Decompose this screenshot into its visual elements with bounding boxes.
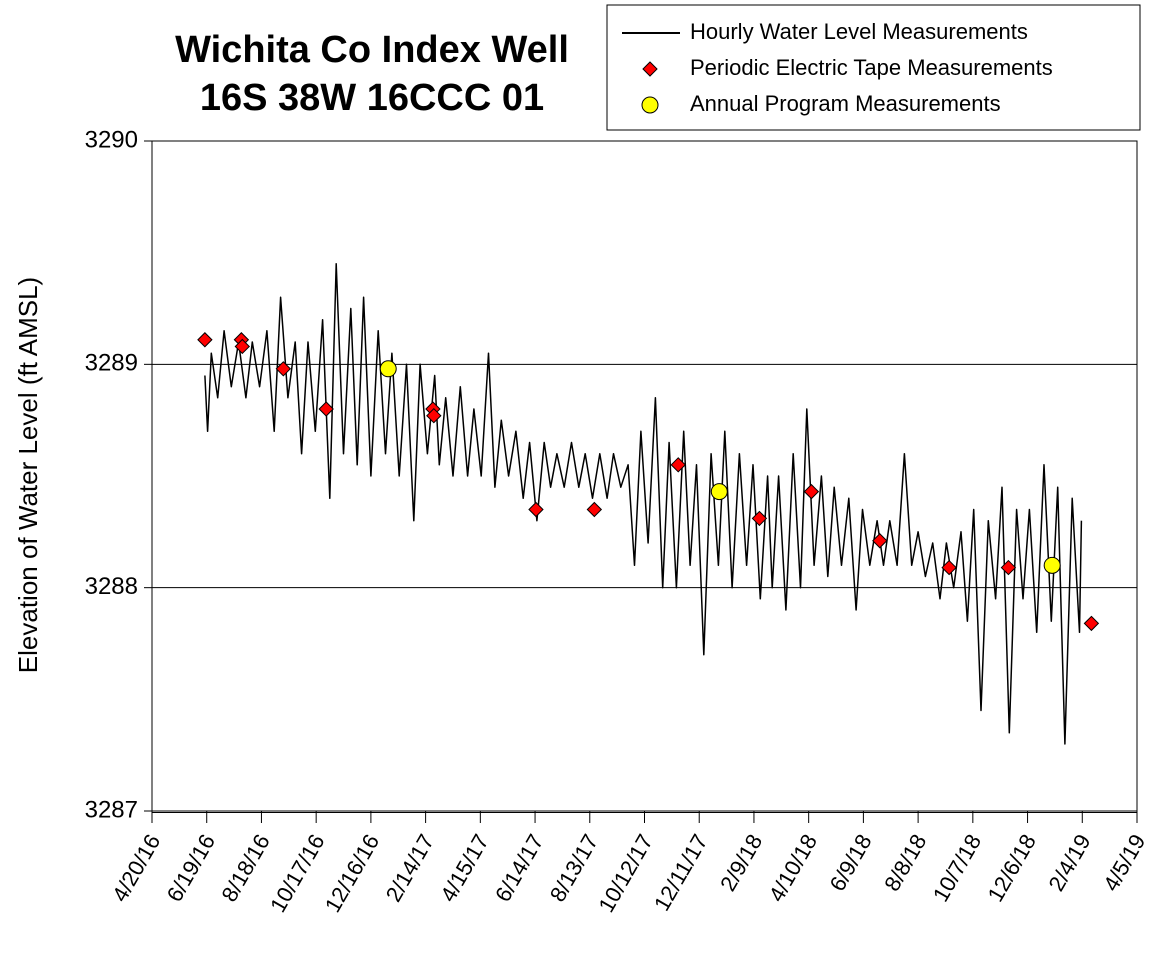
diamond-marker [803,483,820,500]
x-tick-label: 6/14/17 [490,830,548,906]
diamond-marker [234,338,250,355]
x-tick-label: 10/12/17 [593,830,657,917]
x-tick-label: 2/14/17 [381,830,439,906]
circle-marker [379,360,397,378]
y-tick-label: 3289 [85,350,138,377]
legend-label: Annual Program Measurements [690,91,1001,116]
x-tick-label: 12/6/18 [983,830,1041,906]
legend-swatch [641,96,659,114]
x-tick-label: 2/4/19 [1043,830,1095,895]
legend-box [606,4,1141,131]
x-tick-label: 6/9/18 [825,830,877,895]
diamond-marker [586,501,603,518]
circle-marker [710,483,728,501]
x-tick-label: 4/15/17 [435,830,493,906]
diamond-marker [1000,559,1017,576]
x-tick-label: 6/19/16 [162,830,220,906]
diamond-marker [1083,615,1100,632]
diamond-marker [941,559,957,576]
x-tick-label: 8/13/17 [545,830,603,906]
diamond-marker [670,457,686,473]
x-tick-label: 12/16/16 [320,830,384,917]
hourly-line [204,263,1083,745]
diamond-marker [751,510,768,527]
chart-title: Wichita Co Index Well [175,29,569,71]
y-tick-label: 3287 [85,796,138,823]
y-tick-label: 3290 [85,126,138,153]
chart-subtitle: 16S 38W 16CCC 01 [200,77,544,119]
x-tick-label: 8/18/16 [216,830,274,906]
diamond-marker [197,332,213,348]
diamond-marker [318,401,334,417]
diamond-marker [528,501,544,518]
legend-swatch [642,61,658,77]
x-tick-label: 4/10/18 [764,830,822,906]
y-tick-label: 3288 [85,573,138,600]
legend-label: Periodic Electric Tape Measurements [690,55,1053,80]
circle-marker [1043,556,1061,574]
diamond-marker [275,361,292,377]
x-tick-label: 4/20/16 [107,830,165,906]
legend-label: Hourly Water Level Measurements [690,19,1028,44]
y-axis-label: Elevation of Water Level (ft AMSL) [13,277,43,673]
x-tick-label: 4/5/19 [1098,830,1150,895]
x-tick-label: 12/11/17 [649,830,713,915]
x-tick-label: 10/7/18 [928,830,986,906]
x-tick-label: 2/9/18 [715,830,767,895]
x-tick-label: 8/8/18 [879,830,931,895]
diamond-marker [426,407,442,424]
diamond-marker [872,533,888,549]
